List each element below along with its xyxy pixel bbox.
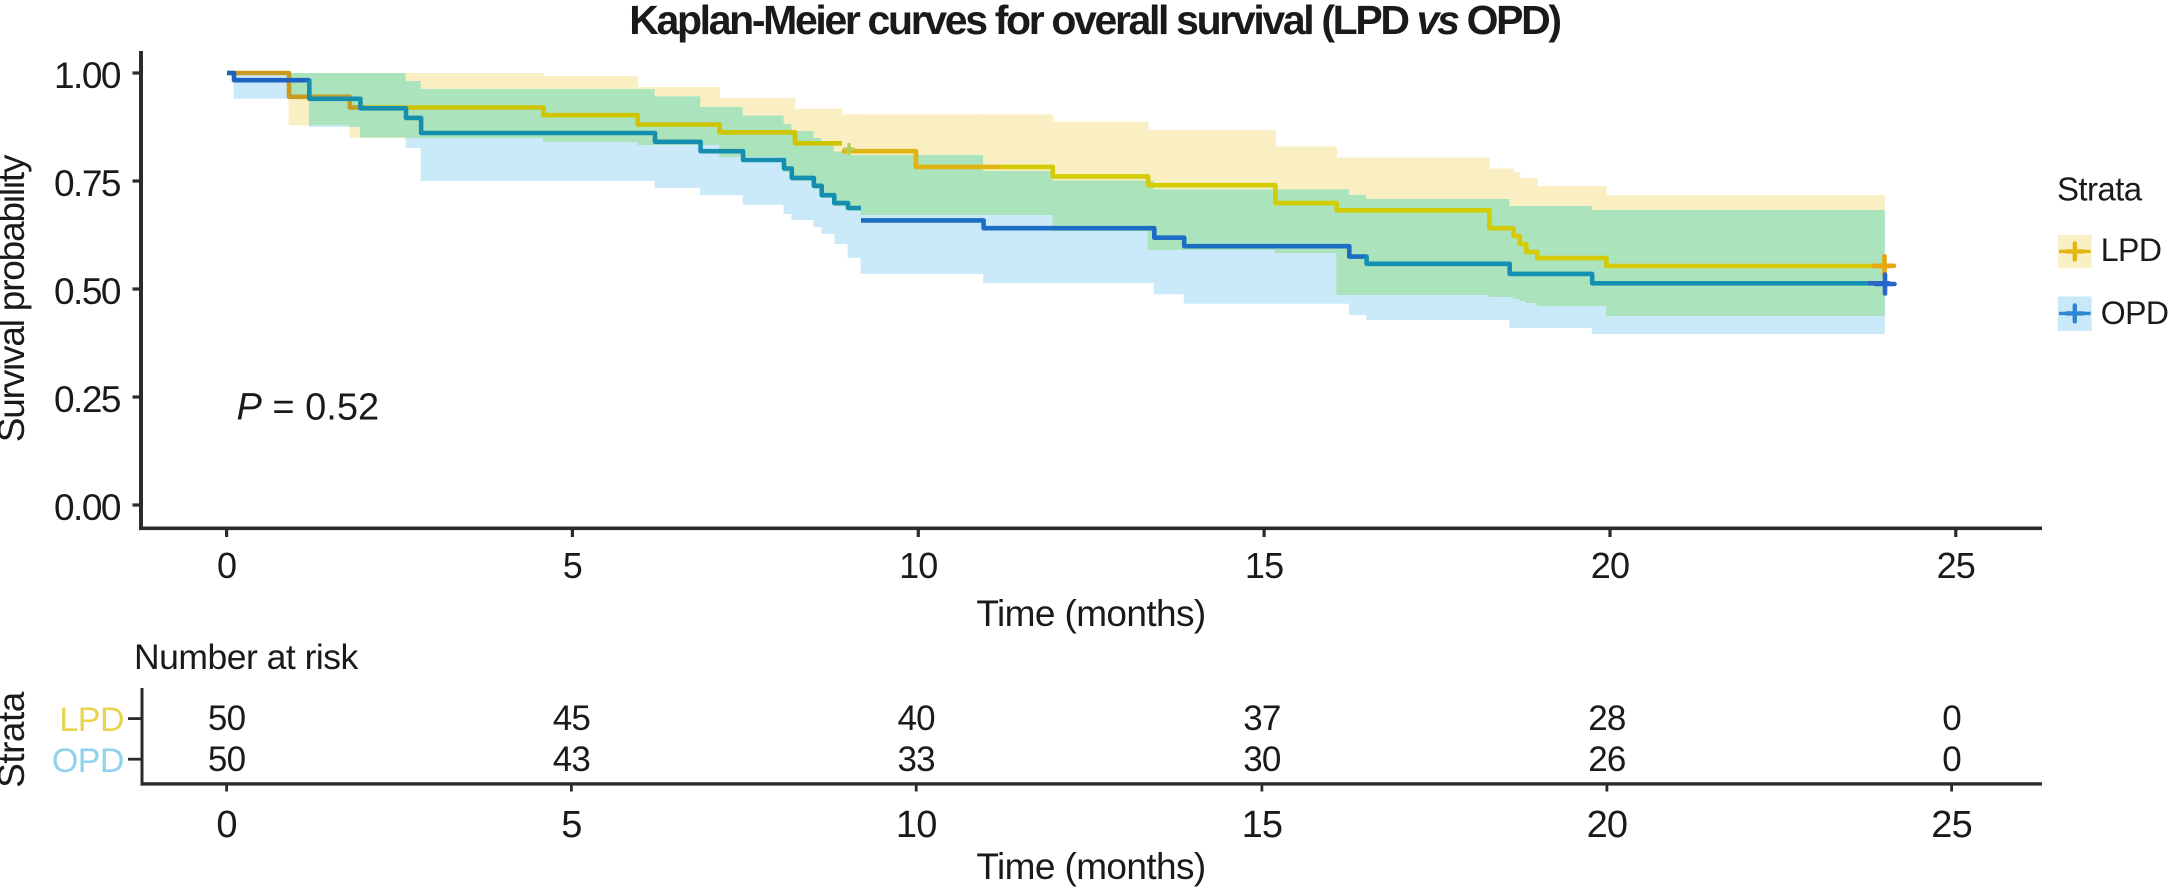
svg-text:Time (months): Time (months) (976, 846, 1205, 887)
svg-text:LPD: LPD (59, 701, 124, 739)
svg-text:20: 20 (1591, 545, 1629, 586)
svg-text:20: 20 (1587, 804, 1628, 846)
svg-text:26: 26 (1588, 740, 1625, 779)
svg-text:Time (months): Time (months) (976, 593, 1205, 634)
svg-text:15: 15 (1245, 545, 1283, 586)
svg-text:43: 43 (553, 740, 590, 779)
svg-text:OPD: OPD (52, 742, 124, 780)
svg-text:33: 33 (898, 740, 935, 779)
svg-text:0: 0 (216, 804, 236, 846)
svg-text:50: 50 (208, 699, 246, 738)
svg-text:LPD: LPD (2101, 232, 2162, 268)
svg-text:P = 0.52: P = 0.52 (237, 387, 380, 429)
svg-text:Strata: Strata (0, 691, 32, 788)
svg-text:30: 30 (1243, 740, 1281, 779)
svg-text:5: 5 (563, 545, 582, 586)
svg-text:0: 0 (217, 545, 236, 586)
svg-text:0.75: 0.75 (54, 163, 121, 204)
svg-text:10: 10 (896, 804, 937, 846)
svg-text:1.00: 1.00 (54, 55, 121, 96)
svg-text:0.50: 0.50 (54, 271, 121, 312)
svg-text:50: 50 (208, 740, 246, 779)
svg-text:0: 0 (1942, 699, 1961, 738)
svg-text:5: 5 (561, 804, 581, 846)
svg-text:15: 15 (1242, 804, 1283, 846)
svg-text:Strata: Strata (2057, 170, 2143, 207)
svg-text:Survival probability: Survival probability (0, 154, 32, 442)
svg-text:40: 40 (898, 699, 936, 738)
svg-text:45: 45 (553, 699, 590, 738)
svg-text:0.00: 0.00 (54, 487, 121, 528)
svg-text:37: 37 (1243, 699, 1280, 738)
svg-text:10: 10 (899, 545, 937, 586)
svg-text:28: 28 (1588, 699, 1625, 738)
svg-text:25: 25 (1937, 545, 1975, 586)
svg-text:Number at risk: Number at risk (134, 637, 359, 677)
svg-text:0.25: 0.25 (54, 379, 121, 420)
svg-text:Kaplan-Meier curves for overal: Kaplan-Meier curves for overall survival… (629, 0, 1560, 43)
svg-text:25: 25 (1931, 804, 1972, 846)
svg-text:0: 0 (1942, 740, 1961, 779)
svg-text:OPD: OPD (2101, 295, 2168, 331)
